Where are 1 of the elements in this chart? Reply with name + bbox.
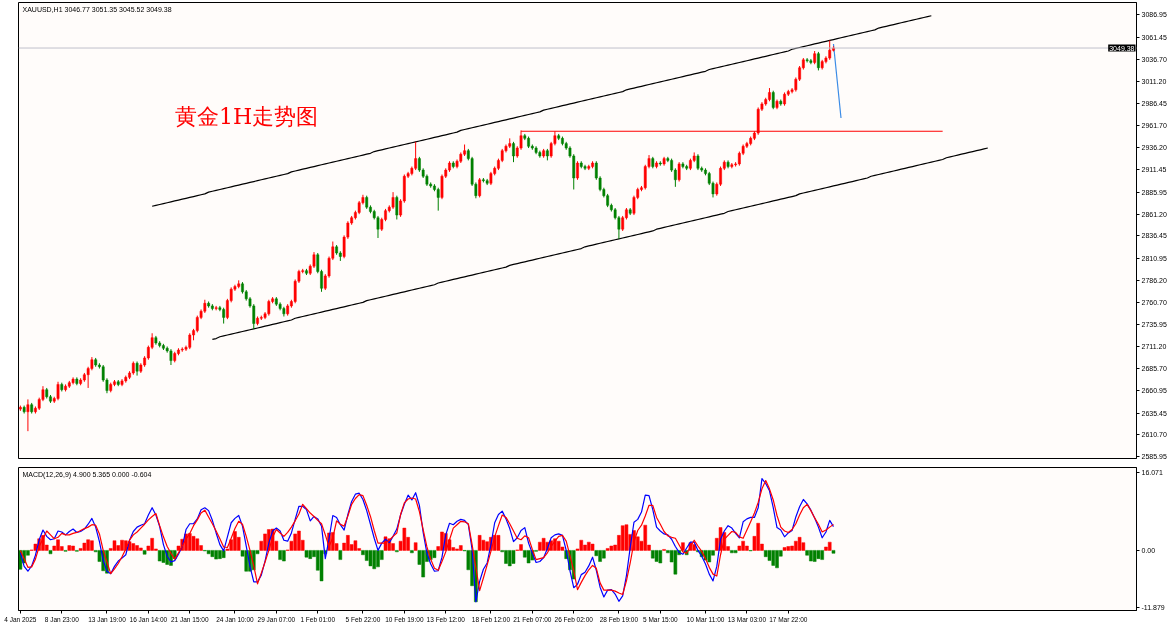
annotation: 黄金1H走势图 — [175, 104, 319, 129]
